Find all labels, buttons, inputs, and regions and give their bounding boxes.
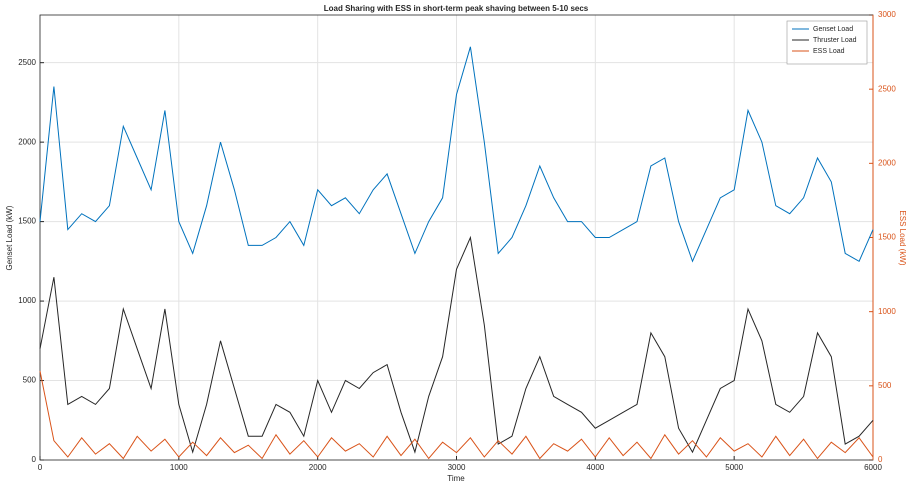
y-tick-label: 1000 xyxy=(18,296,36,305)
y2-tick-label: 1500 xyxy=(878,233,896,242)
y-axis-label: Genset Load (kW) xyxy=(5,205,14,270)
y-tick-label: 500 xyxy=(23,376,37,385)
legend-label: Thruster Load xyxy=(813,37,857,44)
x-tick-label: 4000 xyxy=(586,463,604,472)
y-tick-label: 1500 xyxy=(18,217,36,226)
x-tick-label: 0 xyxy=(38,463,43,472)
y-tick-label: 2000 xyxy=(18,137,36,146)
legend-label: ESS Load xyxy=(813,48,845,55)
x-axis-label: Time xyxy=(447,474,465,483)
y-tick-label: 0 xyxy=(32,455,37,464)
y2-tick-label: 1000 xyxy=(878,307,896,316)
legend-box xyxy=(786,20,868,65)
x-tick-label: 5000 xyxy=(725,463,743,472)
x-tick-label: 3000 xyxy=(448,463,466,472)
series-line xyxy=(39,370,874,460)
x-tick-label: 2000 xyxy=(309,463,327,472)
legend-label: Genset Load xyxy=(813,26,853,33)
x-tick-label: 1000 xyxy=(170,463,188,472)
x-tick-label: 6000 xyxy=(864,463,882,472)
y2-tick-label: 500 xyxy=(878,381,892,390)
y2-axis-label: ESS Load (kW) xyxy=(898,210,907,265)
chart-title: Load Sharing with ESS in short-term peak… xyxy=(324,4,589,13)
series-line xyxy=(39,235,874,454)
y2-tick-label: 0 xyxy=(878,455,883,464)
y2-tick-label: 2500 xyxy=(878,84,896,93)
y2-tick-label: 3000 xyxy=(878,10,896,19)
y2-tick-label: 2000 xyxy=(878,158,896,167)
series-line xyxy=(39,46,874,263)
y-tick-label: 2500 xyxy=(18,58,36,67)
